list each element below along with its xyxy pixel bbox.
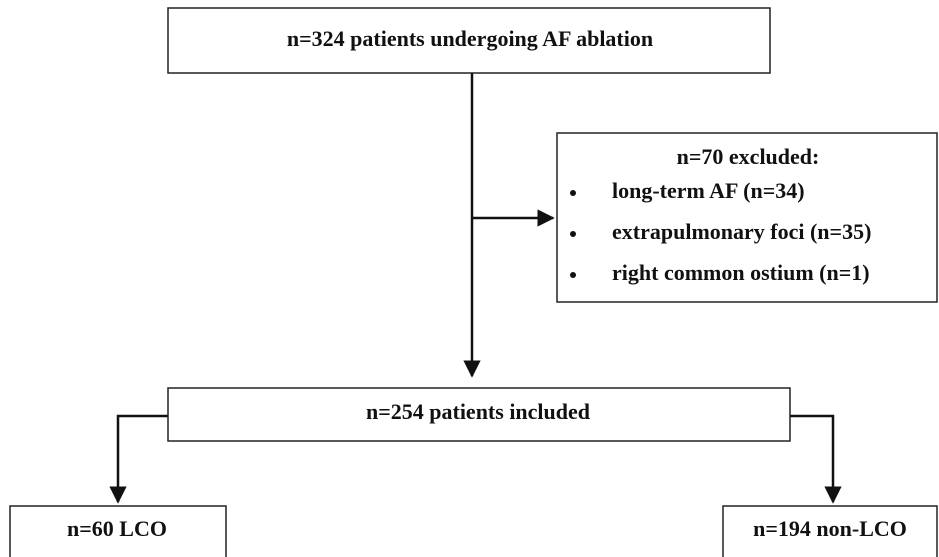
node-label: n=324 patients undergoing AF ablation bbox=[287, 26, 653, 51]
bullet bbox=[570, 231, 576, 237]
node-label: n=70 excluded: bbox=[677, 144, 820, 169]
arrow-left bbox=[109, 414, 168, 504]
box-included bbox=[167, 387, 791, 442]
node-label: n=254 patients included bbox=[366, 399, 590, 424]
bullet bbox=[570, 190, 576, 196]
arrow-right bbox=[790, 414, 842, 504]
node-label: n=60 LCO bbox=[67, 516, 167, 541]
bullet bbox=[570, 272, 576, 278]
box-lco bbox=[9, 505, 227, 557]
exclusion-item: right common ostium (n=1) bbox=[612, 260, 870, 285]
exclusion-item: extrapulmonary foci (n=35) bbox=[612, 219, 871, 244]
node-label: n=194 non-LCO bbox=[753, 516, 907, 541]
box-start bbox=[167, 7, 771, 74]
box-excluded bbox=[556, 132, 938, 303]
exclusion-item: long-term AF (n=34) bbox=[612, 178, 805, 203]
box-non-lco bbox=[722, 505, 938, 557]
